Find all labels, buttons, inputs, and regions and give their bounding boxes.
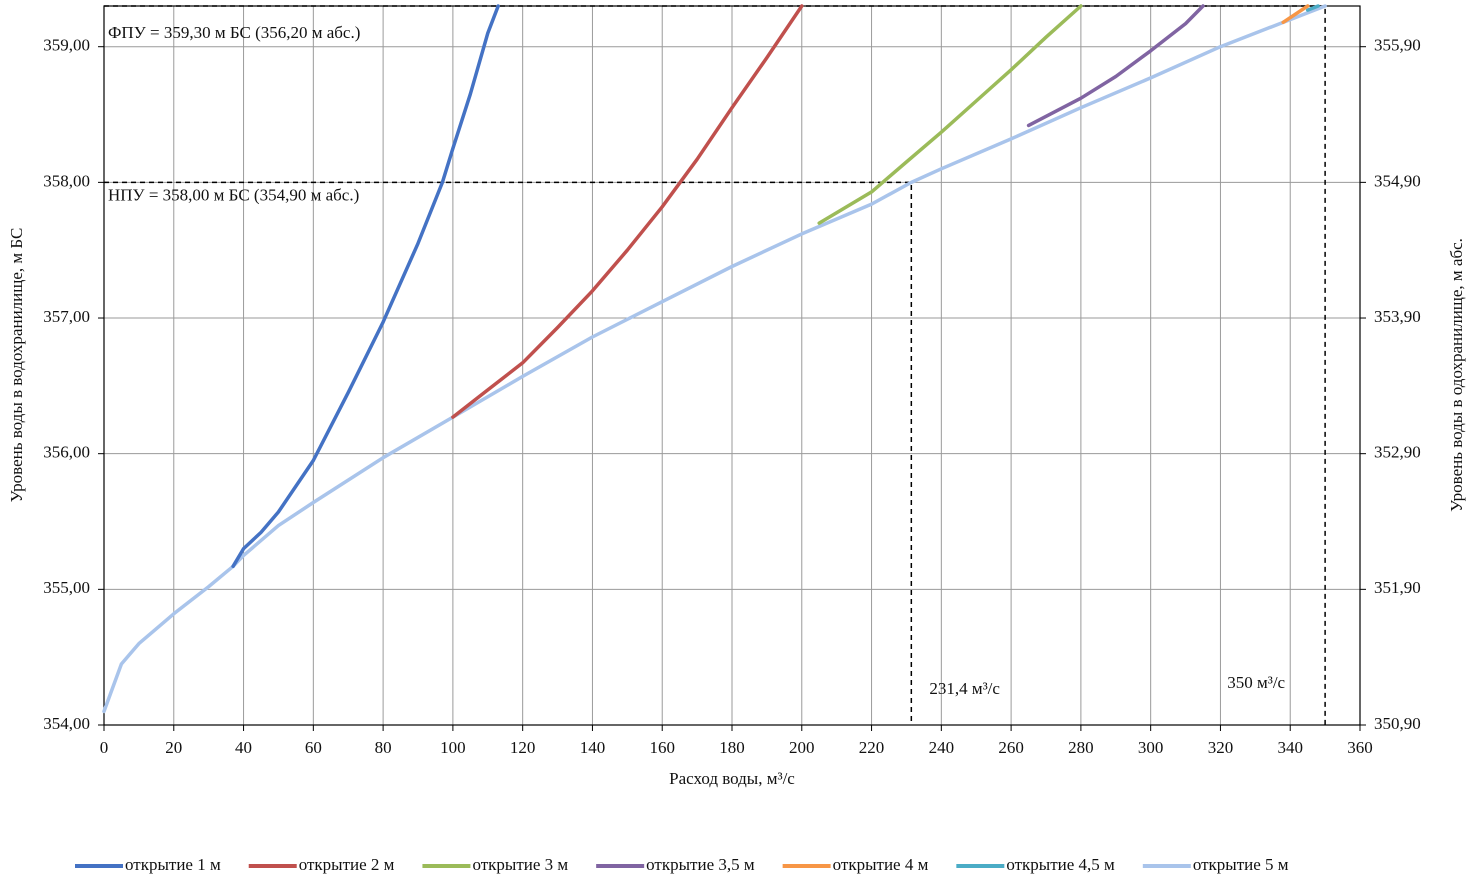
x-tick-label: 160 [649,738,675,757]
y2-axis-label: Уровень воды в одохранилище, м абс. [1447,238,1466,512]
x-tick-label: 200 [789,738,815,757]
y2-tick-label: 353,90 [1374,307,1421,326]
annotation: ФПУ = 359,30 м БС (356,20 м абс.) [108,23,360,42]
legend-label: открытие 5 м [1193,855,1289,874]
y2-tick-label: 350,90 [1374,714,1421,733]
x-tick-label: 280 [1068,738,1094,757]
y2-tick-label: 354,90 [1374,171,1421,190]
x-tick-label: 0 [100,738,109,757]
y-tick-label: 357,00 [43,307,90,326]
y-tick-label: 355,00 [43,578,90,597]
x-tick-label: 360 [1347,738,1373,757]
x-tick-label: 320 [1208,738,1234,757]
legend-label: открытие 4 м [833,855,929,874]
x-tick-label: 60 [305,738,322,757]
series-line [231,4,500,569]
y-tick-label: 356,00 [43,443,90,462]
x-tick-label: 100 [440,738,466,757]
x-tick-label: 140 [580,738,606,757]
x-tick-label: 240 [929,738,955,757]
annotation: НПУ = 358,00 м БС (354,90 м абс.) [108,185,359,204]
x-tick-label: 20 [165,738,182,757]
legend-label: открытие 3,5 м [646,855,755,874]
annotation: 231,4 м³/с [929,679,1000,698]
legend-label: открытие 1 м [125,855,221,874]
x-tick-label: 80 [375,738,392,757]
y2-tick-label: 352,90 [1374,443,1421,462]
x-tick-label: 260 [998,738,1024,757]
x-tick-label: 220 [859,738,885,757]
legend-label: открытие 3 м [472,855,568,874]
legend-label: открытие 2 м [299,855,395,874]
x-tick-label: 300 [1138,738,1164,757]
x-tick-label: 340 [1277,738,1303,757]
x-tick-label: 120 [510,738,536,757]
series-line [451,4,804,419]
y-tick-label: 354,00 [43,714,90,733]
y2-tick-label: 351,90 [1374,578,1421,597]
y2-tick-label: 355,90 [1374,36,1421,55]
reference-line [104,5,1326,725]
y-axis-label: Уровень воды в водохранилище, м БС [7,228,26,503]
y-tick-label: 359,00 [43,36,90,55]
legend-label: открытие 4,5 м [1006,855,1115,874]
x-tick-label: 180 [719,738,745,757]
series-line [1281,4,1310,25]
x-tick-label: 40 [235,738,252,757]
series-line [1305,4,1320,12]
series-line [1026,4,1205,128]
x-axis-label: Расход воды, м³/с [669,769,795,788]
y-tick-label: 358,00 [43,171,90,190]
series-line [102,4,1327,714]
series-line [817,4,1083,225]
annotation: 350 м³/с [1227,673,1285,692]
plot-frame [103,5,1361,726]
